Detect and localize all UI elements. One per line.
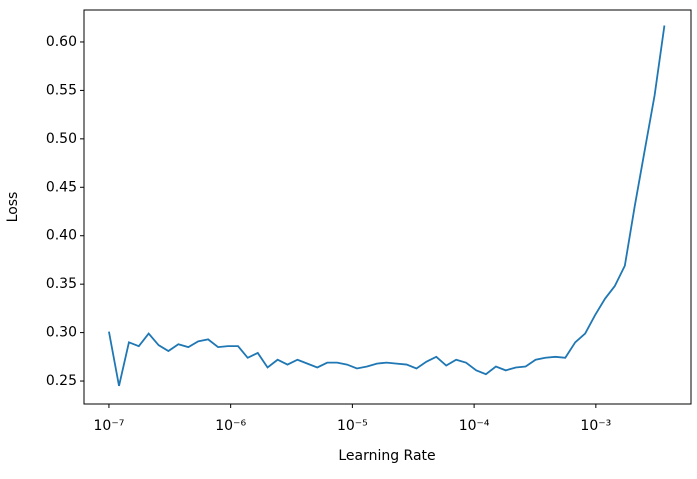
x-axis-label: Learning Rate [338,448,435,464]
y-tick-label: 0.25 [46,373,77,389]
y-tick-label: 0.40 [46,228,77,244]
loss-line [108,25,666,387]
x-tick-label: 10⁻⁷ [94,418,125,434]
x-tick-label: 10⁻⁴ [459,418,490,434]
y-tick-label: 0.45 [46,179,77,195]
y-tick-label: 0.30 [46,325,77,341]
y-tick-label: 0.35 [46,276,77,292]
x-tick-label: 10⁻⁶ [215,418,246,434]
y-tick-label: 0.50 [46,131,77,147]
y-axis-label: Loss [5,192,21,223]
y-tick-label: 0.55 [46,82,77,98]
x-tick-label: 10⁻³ [580,418,611,434]
plot-frame [83,9,692,405]
y-tick-label: 0.60 [46,34,77,50]
x-tick-label: 10⁻⁵ [337,418,368,434]
